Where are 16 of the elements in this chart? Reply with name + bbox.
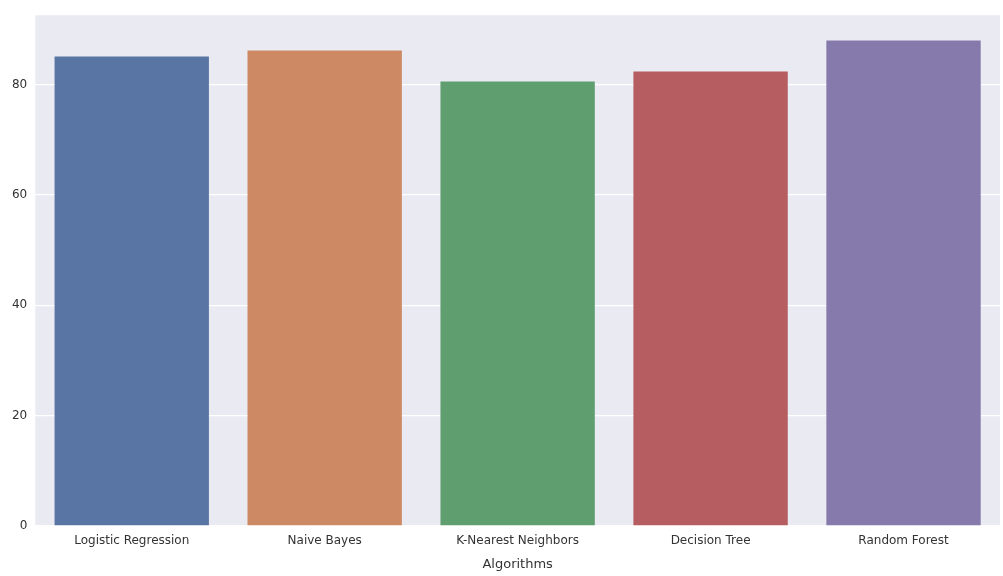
x-tick-label: Random Forest <box>858 533 949 548</box>
bar <box>440 81 595 526</box>
y-tick-label: 80 <box>11 76 28 91</box>
y-tick-label: 0 <box>19 518 28 533</box>
x-tick-label: K-Nearest Neighbors <box>456 533 579 548</box>
x-axis-title: Algorithms <box>482 555 554 571</box>
y-tick-label: 40 <box>11 297 28 312</box>
x-tick-label: Logistic Regression <box>74 533 190 548</box>
bar <box>54 56 209 526</box>
bar <box>633 71 788 526</box>
y-tick-label: 60 <box>11 187 28 202</box>
bar <box>247 50 402 526</box>
x-tick-label: Decision Tree <box>670 533 751 548</box>
x-tick-label: Naive Bayes <box>287 533 362 548</box>
y-tick-label: 20 <box>11 407 28 422</box>
bar <box>826 40 981 526</box>
